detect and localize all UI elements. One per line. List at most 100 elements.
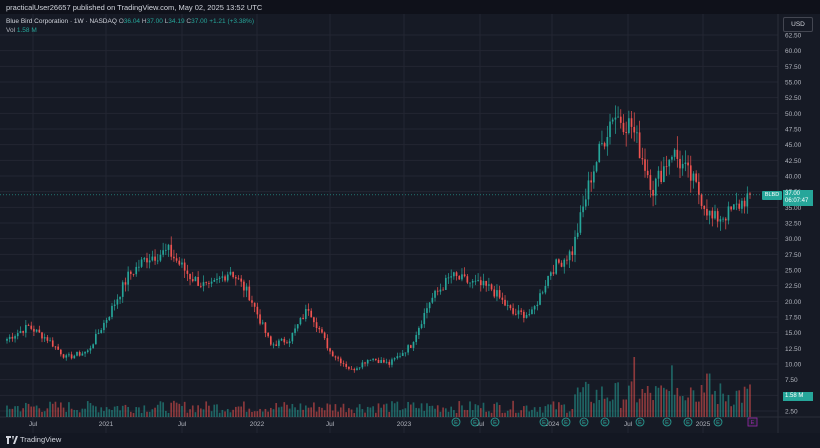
- candle-body: [205, 282, 208, 284]
- candle-body: [385, 361, 388, 363]
- volume-bar: [735, 390, 738, 417]
- candle-body: [463, 274, 466, 277]
- candle-body: [97, 333, 100, 334]
- volume-bar: [488, 411, 490, 417]
- volume-bar: [84, 408, 86, 417]
- candle-body: [582, 206, 584, 213]
- earnings-icon: [561, 417, 571, 427]
- y-tick-label: 52.50: [785, 95, 802, 102]
- volume-bar: [412, 402, 415, 417]
- candle-body: [345, 363, 348, 367]
- volume-bar: [25, 402, 27, 417]
- volume-bar: [698, 401, 700, 417]
- candle-body: [299, 317, 302, 325]
- candle-body: [342, 363, 345, 364]
- earnings-marker-label: E: [542, 420, 546, 426]
- candle-body: [555, 259, 558, 274]
- volume-bar: [278, 407, 280, 417]
- volume-bar: [727, 394, 730, 417]
- candle-body: [95, 333, 97, 345]
- volume-bar: [533, 407, 536, 417]
- candle-body: [399, 355, 401, 357]
- volume-bar: [286, 404, 288, 417]
- volume-bar: [43, 411, 46, 417]
- candle-body: [46, 337, 49, 341]
- price-chart[interactable]: 62.50 60.00 57.50 55.00 52.50 50.00 47.50 45.00…: [0, 14, 820, 434]
- volume-bar: [595, 389, 598, 417]
- volume-bar: [461, 405, 463, 417]
- candle-body: [490, 284, 493, 290]
- candle-body: [474, 280, 477, 282]
- y-tick-label: 50.00: [785, 111, 802, 118]
- volume-bar: [129, 411, 132, 417]
- volume-bar: [162, 402, 164, 417]
- candle-body: [154, 256, 156, 261]
- candle-body: [619, 116, 622, 123]
- low-label: L: [164, 18, 169, 25]
- volume-bar: [146, 411, 148, 417]
- x-tick-label: 2021: [99, 421, 114, 428]
- volume-bar: [337, 411, 339, 417]
- volume-bar: [423, 410, 426, 417]
- volume-bar: [377, 403, 380, 417]
- volume-bar: [485, 411, 488, 417]
- y-tick-label: 55.00: [785, 80, 802, 87]
- candle-body: [644, 159, 646, 171]
- candle-body: [646, 170, 649, 176]
- volume-bar: [11, 408, 14, 417]
- volume-bar: [512, 400, 514, 417]
- currency-button[interactable]: USD: [783, 17, 813, 32]
- tradingview-brand[interactable]: TradingView: [6, 435, 61, 445]
- volume-bar: [393, 403, 396, 417]
- volume-bar: [224, 411, 226, 417]
- volume-bar: [197, 405, 199, 417]
- volume-bar: [418, 408, 420, 417]
- candle-body: [170, 244, 173, 257]
- candle-body: [533, 306, 536, 310]
- volume-bar: [496, 402, 498, 417]
- volume-bar: [366, 406, 369, 417]
- last-price-label: 37.00 06:07:47: [783, 190, 813, 206]
- candle-body: [749, 193, 751, 195]
- volume-bar: [8, 408, 11, 417]
- x-tick-label: 2025: [696, 421, 711, 428]
- candle-body: [485, 280, 488, 286]
- candle-body: [598, 143, 601, 163]
- publish-bar: practicalUser26657 published on TradingV…: [0, 0, 820, 14]
- volume-bar: [148, 411, 151, 417]
- candle-body: [536, 304, 539, 307]
- symbol-name[interactable]: Blue Bird Corporation · 1W · NASDAQ: [6, 18, 117, 25]
- candle-body: [307, 309, 310, 311]
- candle-body: [38, 329, 41, 333]
- earnings-marker-label: E: [638, 420, 642, 426]
- volume-bar: [283, 402, 286, 417]
- y-tick-label: 30.00: [785, 236, 802, 243]
- volume-bar: [603, 398, 606, 417]
- candle-body: [146, 258, 148, 263]
- volume-bar: [70, 408, 73, 417]
- volume-bar: [593, 403, 595, 417]
- volume-bar: [331, 410, 334, 417]
- volume-bar: [517, 412, 520, 417]
- candle-body: [566, 259, 568, 261]
- candle-body: [431, 297, 434, 303]
- volume-bar: [248, 408, 251, 417]
- volume-bar: [434, 408, 436, 417]
- candle-body: [315, 322, 318, 328]
- candle-body: [401, 353, 404, 356]
- candle-body: [471, 280, 474, 283]
- candle-body: [124, 282, 127, 285]
- volume-bar: [703, 392, 706, 417]
- candle-body: [253, 302, 256, 307]
- volume-bar: [267, 411, 269, 417]
- volume-bar: [307, 407, 310, 417]
- candle-body: [57, 346, 59, 350]
- earnings-marker-label: E: [716, 420, 720, 426]
- candle-body: [103, 322, 105, 331]
- candle-body: [54, 346, 57, 348]
- upcoming-earnings-icon: [747, 417, 758, 427]
- candle-body: [132, 273, 135, 275]
- volume-bar: [49, 401, 51, 417]
- candle-body: [595, 162, 598, 172]
- candle-body: [539, 293, 541, 305]
